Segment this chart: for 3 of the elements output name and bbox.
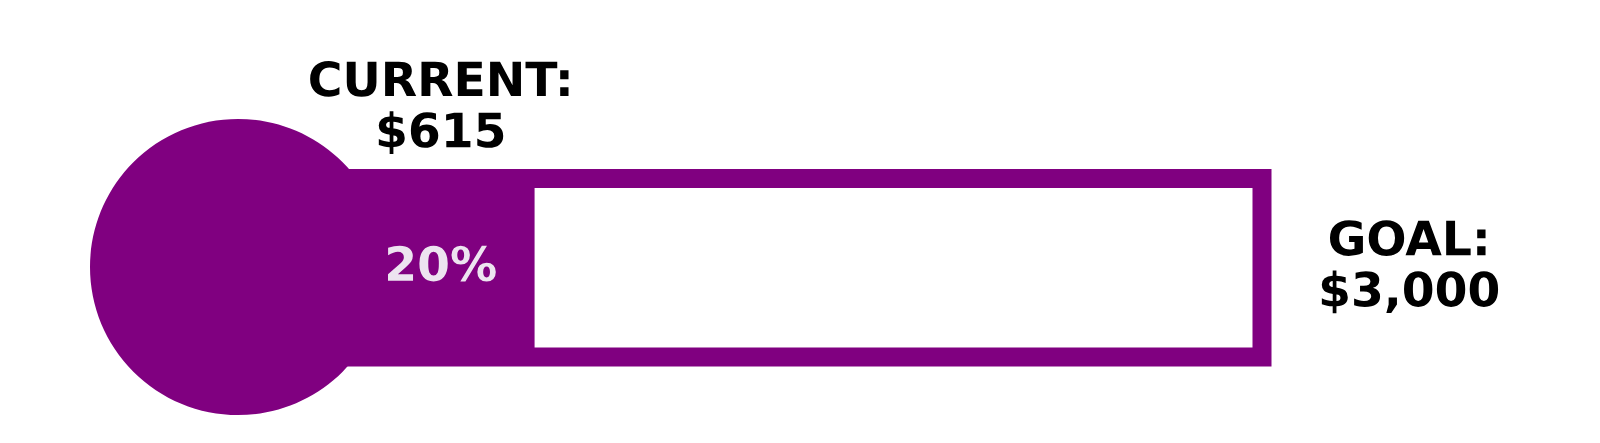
data-label: CURRENT: $615 (310, 61, 569, 155)
data-label: GOAL: $3,000 (1321, 220, 1499, 314)
text: 20% (388, 245, 496, 282)
